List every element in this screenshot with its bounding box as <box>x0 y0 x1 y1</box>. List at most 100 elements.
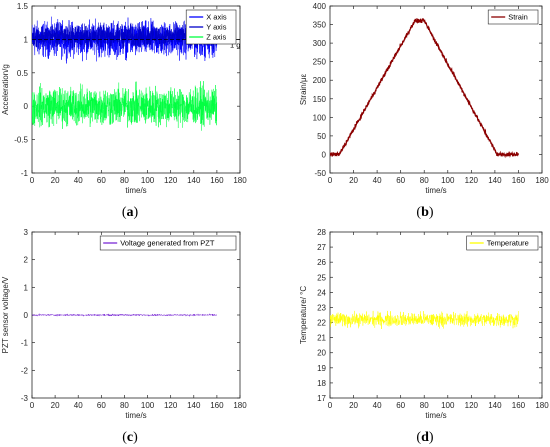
series-line-3 <box>32 81 218 131</box>
legend: Strain <box>487 9 539 25</box>
x-tick-label: 40 <box>373 401 382 410</box>
y-tick-label: 25 <box>317 273 326 282</box>
x-tick-label: 0 <box>30 401 35 410</box>
x-tick-label: 80 <box>120 401 129 410</box>
y-tick-label: 24 <box>317 288 326 297</box>
y-tick-label: 0.5 <box>17 69 29 78</box>
panel-caption: (c) <box>122 430 138 445</box>
y-tick-label: 50 <box>317 132 326 141</box>
y-tick-label: 21 <box>317 334 326 343</box>
x-tick-label: 80 <box>420 176 429 185</box>
x-tick-label: 100 <box>141 401 155 410</box>
chart-panel-d: 0 20 40 60 80 100 120 140 160 180 17 18 19 20 21 22 23 24… <box>299 228 549 420</box>
chart-panel-b: 0 20 40 60 80 100 120 140 160 180-500501001502002… <box>299 2 549 195</box>
y-tick-label: 300 <box>313 39 327 48</box>
x-tick-label: 140 <box>488 176 502 185</box>
x-tick-label: 40 <box>74 401 83 410</box>
y-tick-label: 17 <box>317 394 326 403</box>
x-tick-label: 120 <box>164 176 178 185</box>
y-tick-label: 0 <box>24 102 29 111</box>
y-tick-label: 28 <box>317 228 326 237</box>
legend: Temperature <box>466 235 539 251</box>
y-tick-label: 3 <box>24 228 29 237</box>
y-tick-label: 26 <box>317 258 326 267</box>
annotation-label: 1 g <box>230 40 240 49</box>
y-tick-label: -50 <box>314 169 326 178</box>
y-tick-label: 0 <box>24 311 29 320</box>
y-tick-label: 2 <box>24 256 29 265</box>
x-tick-label: 60 <box>97 401 106 410</box>
x-tick-label: 100 <box>441 401 455 410</box>
x-tick-label: 120 <box>465 401 479 410</box>
legend-label: Strain <box>508 13 528 22</box>
x-tick-label: 120 <box>465 176 479 185</box>
y-tick-label: 350 <box>313 21 327 30</box>
y-tick-label: 22 <box>317 319 326 328</box>
x-tick-label: 60 <box>396 401 405 410</box>
x-tick-label: 80 <box>120 176 129 185</box>
legend-box <box>466 235 539 251</box>
y-tick-label: 1.5 <box>17 2 29 11</box>
y-tick-label: 1 <box>24 283 29 292</box>
chart-panel-a: 0 20 40 60 80 100 120 140 160 180 -1 -0.5 0 0.5 1 1.5 ti… <box>1 2 247 195</box>
plot-area <box>329 5 543 174</box>
x-tick-label: 0 <box>328 176 333 185</box>
y-axis-label: Temperature/ °C <box>299 286 308 345</box>
x-tick-label: 140 <box>187 176 201 185</box>
x-tick-label: 140 <box>187 401 201 410</box>
legend-label: Temperature <box>487 239 529 248</box>
plot-area <box>329 231 543 399</box>
x-axis-label: time/s <box>425 186 446 195</box>
legend-box <box>99 235 237 251</box>
x-axis-label: time/s <box>125 411 146 420</box>
x-tick-label: 100 <box>441 176 455 185</box>
x-tick-label: 160 <box>512 176 526 185</box>
x-tick-label: 180 <box>535 401 549 410</box>
legend: Voltage generated from PZT <box>99 235 237 251</box>
y-tick-label: 0 <box>322 150 327 159</box>
y-tick-label: 250 <box>313 58 327 67</box>
x-tick-label: 0 <box>30 176 35 185</box>
y-tick-label: 27 <box>317 243 326 252</box>
series-line-1 <box>330 18 519 159</box>
legend-label: Voltage generated from PZT <box>120 239 215 248</box>
x-tick-label: 40 <box>74 176 83 185</box>
x-tick-label: 160 <box>210 401 224 410</box>
x-tick-label: 60 <box>97 176 106 185</box>
x-tick-label: 20 <box>349 176 358 185</box>
x-tick-label: 140 <box>488 401 502 410</box>
y-tick-label: 1 <box>24 35 29 44</box>
x-tick-label: 160 <box>512 401 526 410</box>
y-axis-label: Acceleration/g <box>1 64 10 115</box>
y-axis-label: PZT sensor voltage/V <box>1 276 10 353</box>
series-line-1 <box>330 310 519 330</box>
y-tick-label: 150 <box>313 95 327 104</box>
y-tick-label: -1 <box>21 169 29 178</box>
x-tick-label: 180 <box>233 401 247 410</box>
y-tick-label: -0.5 <box>14 136 28 145</box>
y-tick-label: -2 <box>21 366 29 375</box>
x-tick-label: 20 <box>349 401 358 410</box>
x-tick-label: 100 <box>141 176 155 185</box>
y-tick-label: 18 <box>317 379 326 388</box>
x-tick-label: 180 <box>233 176 247 185</box>
panel-caption: (a) <box>122 205 139 220</box>
y-tick-label: 19 <box>317 364 326 373</box>
x-tick-label: 60 <box>396 176 405 185</box>
y-tick-label: -3 <box>21 394 29 403</box>
y-tick-label: 23 <box>317 303 326 312</box>
y-tick-label: 20 <box>317 349 326 358</box>
x-tick-label: 180 <box>535 176 549 185</box>
x-tick-label: 20 <box>51 176 60 185</box>
chart-panel-c: 0 20 40 60 80 100 120 140 160 180 -3 -2 -1 0 1 2 3 time/s… <box>1 228 247 420</box>
series-line-1 <box>32 313 218 317</box>
panel-caption: (d) <box>416 430 433 445</box>
panel-caption: (b) <box>416 205 433 220</box>
y-tick-label: -1 <box>21 339 29 348</box>
y-tick-label: 200 <box>313 76 327 85</box>
y-tick-label: 100 <box>313 113 327 122</box>
legend-box <box>487 9 539 25</box>
y-axis-label: Strain/με <box>299 73 308 105</box>
